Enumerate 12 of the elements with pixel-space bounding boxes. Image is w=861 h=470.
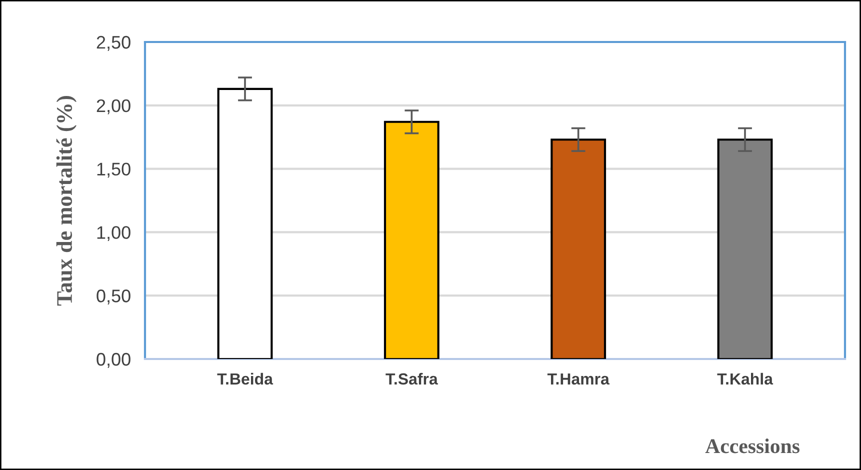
y-axis-title: Taux de mortalité (%) [56, 96, 77, 306]
y-tick-label: 2,50 [96, 36, 130, 51]
y-tick-label: 0,00 [96, 352, 130, 368]
y-tick-label: 1,50 [97, 162, 130, 178]
y-tick-label: 2,00 [96, 99, 130, 114]
x-axis-title: Accessions [705, 438, 800, 454]
y-tick-label: 1,00 [97, 226, 130, 242]
y-tick-label: 0,50 [96, 290, 130, 304]
x-tick-label: T.Kahla [717, 372, 774, 385]
x-tick-label: T.Hamra [547, 373, 610, 385]
x-tick-label: T.Beida [217, 372, 274, 385]
x-tick-label: T.Safra [386, 372, 438, 385]
